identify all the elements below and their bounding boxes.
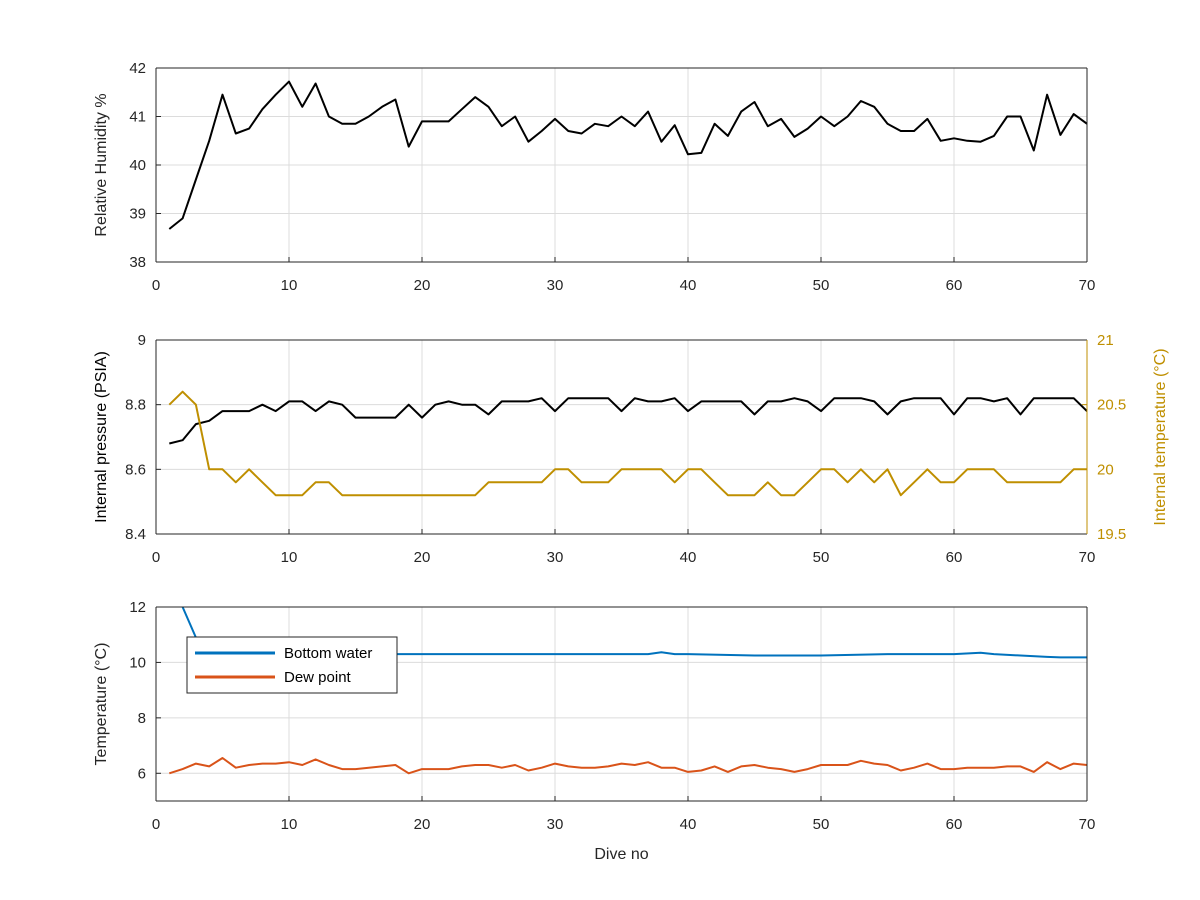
series-group bbox=[168, 390, 1087, 497]
series-line-2 bbox=[168, 390, 1087, 497]
x-tick-label: 20 bbox=[414, 277, 431, 294]
x-tick-label: 30 bbox=[547, 277, 564, 294]
x-tick-label: 10 bbox=[281, 549, 298, 566]
y-tick-label: 6 bbox=[138, 765, 146, 782]
x-tick-label: 10 bbox=[281, 816, 298, 833]
dew-point-line bbox=[168, 757, 1087, 775]
x-tick-label: 40 bbox=[680, 816, 697, 833]
y-tick-label: 42 bbox=[129, 60, 146, 77]
subplot-1: 0 10 20 30 40 50 60 70 38 39 40 41 42 Relative Humidi… bbox=[93, 60, 1095, 294]
x-tick-label: 50 bbox=[813, 549, 830, 566]
x-axis-label: Dive no bbox=[594, 846, 648, 863]
x-tick-label: 30 bbox=[547, 549, 564, 566]
x-tick-label: 40 bbox=[680, 549, 697, 566]
y-tick-label: 12 bbox=[129, 599, 146, 616]
x-tick-label: 30 bbox=[547, 816, 564, 833]
subplot-2: 0 10 20 30 40 50 60 70 8.4 8.6 8.8 9 19.5 20 20.5 21 Int… bbox=[93, 332, 1169, 566]
y-tick-label: 8.6 bbox=[125, 461, 146, 478]
y2-tick-label: 20 bbox=[1097, 461, 1114, 478]
y-tick-label: 10 bbox=[129, 654, 146, 671]
y-tick-label: 41 bbox=[129, 109, 146, 126]
x-tick-label: 50 bbox=[813, 277, 830, 294]
x-tick-label: 70 bbox=[1079, 549, 1096, 566]
y-tick-label: 8 bbox=[138, 710, 146, 727]
x-tick-label: 60 bbox=[946, 816, 963, 833]
y-tick-label: 9 bbox=[138, 332, 146, 349]
legend-label: Dew point bbox=[284, 669, 352, 686]
y2-axis-label: Internal temperature (°C) bbox=[1152, 348, 1169, 525]
y-tick-label: 40 bbox=[129, 157, 146, 174]
series-line-1 bbox=[169, 397, 1087, 445]
legend-label: Bottom water bbox=[284, 645, 372, 662]
y2-tick-label: 19.5 bbox=[1097, 526, 1126, 543]
series-group bbox=[168, 80, 1087, 230]
legend: Bottom water Dew point bbox=[186, 636, 398, 694]
x-tick-label: 70 bbox=[1079, 277, 1096, 294]
plot-area bbox=[156, 340, 1087, 534]
x-tick-label: 0 bbox=[152, 816, 160, 833]
x-tick-label: 60 bbox=[946, 277, 963, 294]
x-tick-label: 0 bbox=[152, 549, 160, 566]
y-axis-label: Relative Humidity % bbox=[93, 93, 110, 236]
series-line-1 bbox=[168, 80, 1087, 230]
x-tick-label: 50 bbox=[813, 816, 830, 833]
y-tick-label: 8.8 bbox=[125, 397, 146, 414]
x-tick-label: 70 bbox=[1079, 816, 1096, 833]
y2-tick-label: 20.5 bbox=[1097, 397, 1126, 414]
x-tick-label: 60 bbox=[946, 549, 963, 566]
y-tick-label: 38 bbox=[129, 254, 146, 271]
subplot-3: 0 10 20 30 40 50 60 70 6 8 10 12 Temperature (°C) Div… bbox=[93, 599, 1096, 863]
x-tick-label: 10 bbox=[281, 277, 298, 294]
plot-area bbox=[156, 607, 1087, 801]
legend-box bbox=[186, 636, 398, 694]
y-axis-label: Temperature (°C) bbox=[93, 643, 110, 766]
x-tick-label: 40 bbox=[680, 277, 697, 294]
y-tick-label: 8.4 bbox=[125, 526, 146, 543]
x-tick-label: 20 bbox=[414, 816, 431, 833]
y-tick-label: 39 bbox=[129, 206, 146, 223]
y-axis-label: Internal pressure (PSIA) bbox=[93, 351, 110, 523]
x-tick-label: 20 bbox=[414, 549, 431, 566]
y2-tick-label: 21 bbox=[1097, 332, 1114, 349]
x-tick-label: 0 bbox=[152, 277, 160, 294]
